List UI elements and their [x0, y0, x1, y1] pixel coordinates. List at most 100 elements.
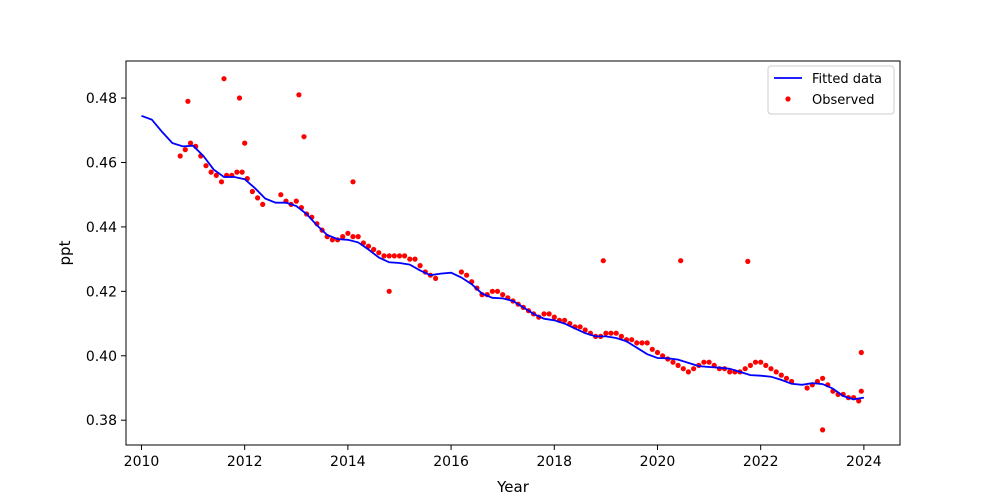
- observed-point: [629, 337, 635, 343]
- observed-point: [239, 169, 245, 175]
- observed-point: [345, 230, 351, 236]
- x-tick-label: 2010: [124, 454, 160, 470]
- legend: Fitted data Observed: [767, 65, 895, 115]
- observed-point: [763, 362, 769, 368]
- observed-point: [203, 163, 209, 169]
- observed-point: [255, 195, 261, 201]
- observed-point: [293, 198, 299, 204]
- observed-point: [386, 253, 392, 259]
- observed-point: [213, 172, 219, 178]
- y-tick-label: 0.42: [86, 284, 117, 300]
- observed-point: [464, 272, 470, 278]
- observed-point: [670, 359, 676, 365]
- y-axis-label: ppt: [56, 240, 74, 265]
- observed-point: [551, 314, 557, 320]
- plot-frame: [125, 60, 901, 446]
- fitted-data-line: [141, 114, 865, 401]
- observed-point: [820, 427, 826, 433]
- observed-point: [407, 256, 413, 262]
- observed-point: [381, 253, 387, 259]
- y-tick-label: 0.44: [86, 220, 117, 236]
- observed-point: [208, 169, 214, 175]
- observed-point: [727, 369, 733, 375]
- observed-point: [177, 153, 183, 159]
- observed-point: [654, 349, 661, 356]
- observed-point: [773, 369, 779, 375]
- x-axis-label: Year: [496, 478, 530, 496]
- x-tick-label: 2012: [227, 454, 263, 470]
- observed-point: [701, 359, 707, 365]
- observed-point: [301, 134, 307, 140]
- y-tick-label: 0.38: [86, 413, 117, 429]
- observed-point: [680, 366, 686, 372]
- observed-point: [634, 340, 640, 346]
- observed-point: [365, 243, 372, 249]
- observed-point: [458, 269, 464, 275]
- legend-point-swatch: [785, 96, 791, 102]
- observed-point: [603, 330, 609, 336]
- observed-point: [742, 366, 748, 372]
- observed-point: [296, 92, 302, 98]
- y-tick-label: 0.40: [86, 349, 117, 365]
- observed-point: [745, 258, 751, 264]
- observed-point: [678, 258, 684, 264]
- observed-point: [340, 234, 346, 240]
- observed-point: [858, 349, 864, 356]
- observed-point: [412, 256, 418, 262]
- observed-point: [260, 201, 266, 207]
- observed-point: [386, 288, 392, 294]
- observed-point: [182, 147, 188, 153]
- observed-point: [371, 246, 377, 253]
- legend-label-observed: Observed: [812, 93, 875, 108]
- observed-point: [355, 234, 361, 240]
- observed-point: [600, 258, 606, 264]
- observed-point: [500, 292, 506, 298]
- observed-point: [489, 288, 495, 294]
- observed-point: [608, 330, 614, 336]
- observed-point: [778, 372, 784, 378]
- observed-point: [350, 234, 356, 240]
- observed-point: [706, 359, 712, 365]
- observed-point: [577, 324, 583, 330]
- observed-point: [618, 333, 625, 339]
- observed-point: [278, 192, 284, 198]
- observed-point: [747, 362, 754, 368]
- observed-point: [752, 359, 759, 365]
- observed-series: [177, 76, 864, 433]
- x-tick-label: 2016: [433, 454, 469, 470]
- observed-point: [582, 327, 588, 333]
- observed-point: [249, 188, 255, 195]
- observed-point: [858, 388, 864, 394]
- observed-point: [660, 353, 666, 359]
- observed-point: [541, 311, 547, 317]
- observed-point: [242, 140, 248, 146]
- observed-point: [639, 340, 645, 346]
- legend-label-fitted: Fitted data: [812, 72, 882, 87]
- observed-point: [613, 330, 619, 336]
- observed-point: [376, 250, 382, 256]
- x-axis: 2010 2012 2014 2016 2018 2020 2022 2024: [124, 445, 882, 470]
- observed-point: [236, 95, 243, 101]
- observed-point: [685, 369, 692, 375]
- observed-point: [783, 375, 790, 381]
- x-tick-label: 2018: [536, 454, 572, 470]
- observed-point: [396, 253, 403, 259]
- observed-point: [185, 98, 191, 104]
- observed-point: [820, 375, 826, 381]
- observed-point: [187, 140, 194, 146]
- observed-point: [494, 288, 501, 294]
- observed-point: [417, 263, 423, 269]
- observed-point: [562, 317, 568, 323]
- observed-point: [218, 179, 225, 185]
- observed-point: [234, 169, 240, 175]
- x-tick-label: 2014: [330, 454, 366, 470]
- observed-point: [675, 362, 681, 368]
- observed-point: [644, 340, 650, 346]
- y-tick-label: 0.48: [86, 91, 117, 107]
- observed-point: [221, 76, 227, 82]
- observed-point: [768, 366, 774, 372]
- observed-point: [391, 253, 397, 259]
- observed-point: [649, 346, 655, 352]
- x-tick-label: 2024: [846, 454, 882, 470]
